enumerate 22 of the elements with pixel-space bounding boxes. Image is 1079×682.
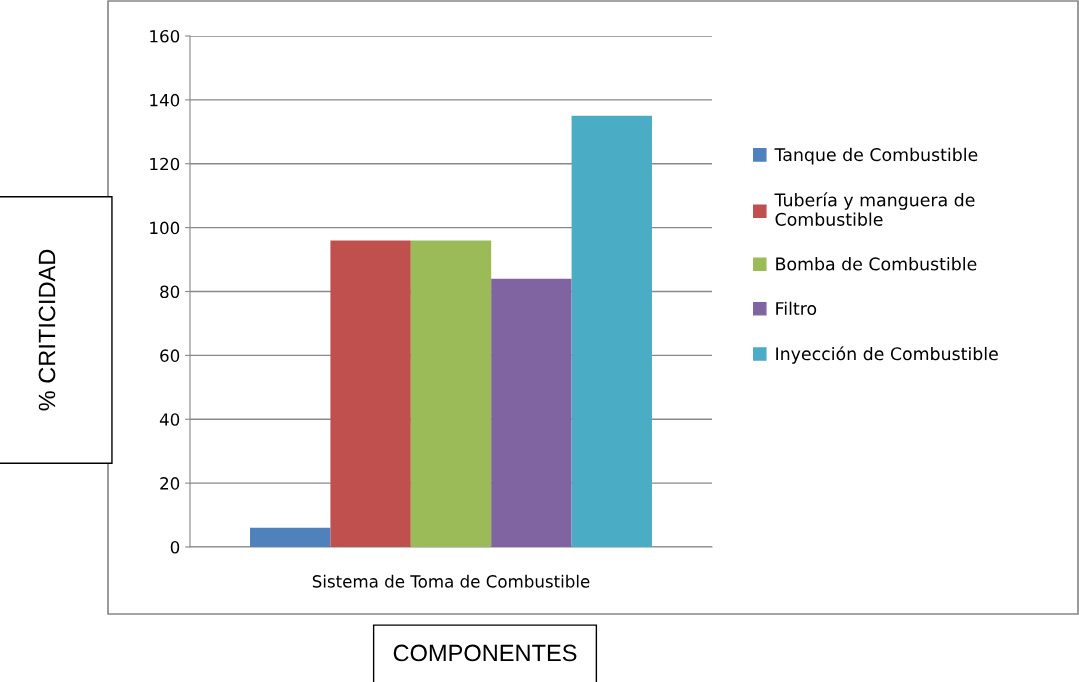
y-tick-label: 160 (150, 29, 180, 43)
y-tick-label: 0 (170, 540, 180, 554)
y-tick-label: 140 (150, 93, 180, 107)
legend-label: Bomba de Combustible (776, 257, 977, 271)
y-tick-label: 100 (150, 221, 180, 235)
legend-label: Inyección de Combustible (776, 346, 998, 364)
y-tick-label: 80 (160, 285, 180, 299)
bar (410, 240, 492, 547)
y-tick-label: 20 (160, 477, 180, 490)
x-tick-label: Sistema de Toma de Combustible (312, 574, 590, 588)
x-axis-title: COMPONENTES (393, 644, 577, 662)
bar (330, 240, 411, 547)
legend-label: Tanque de Combustible (774, 147, 978, 165)
bar (250, 527, 331, 547)
legend-label: Tubería y manguera de Combustible (774, 192, 975, 226)
bar (571, 115, 652, 547)
legend-label: Filtro (776, 301, 817, 316)
y-axis-title: % CRITICIDAD (38, 249, 56, 411)
y-tick-label: 60 (160, 349, 180, 362)
y-tick-label: 120 (150, 157, 180, 171)
y-tick-label: 40 (159, 413, 180, 426)
bar (491, 278, 572, 547)
